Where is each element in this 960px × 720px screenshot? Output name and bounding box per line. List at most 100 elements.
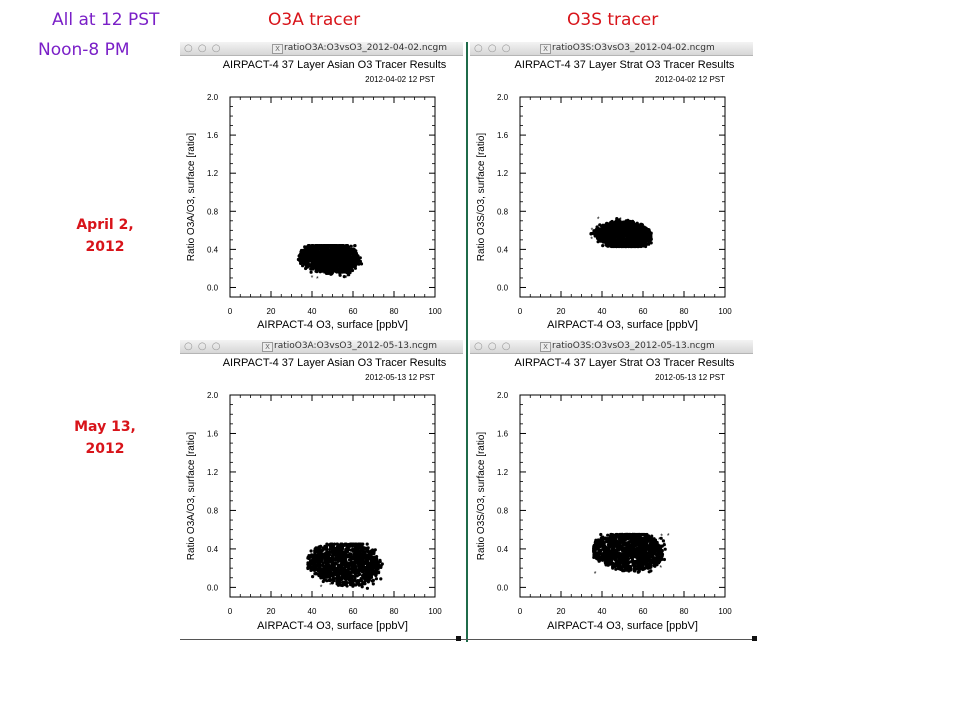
scatter-point: [594, 555, 598, 559]
scatter-point: [354, 548, 358, 553]
window-title: ratioO3S:O3vsO3_2012-05-13.ncgm: [552, 341, 715, 351]
scatter-point: [327, 578, 331, 582]
scatter-point: [632, 239, 636, 243]
x-tick-label: 20: [267, 607, 276, 616]
window-controls-icon[interactable]: ○ ○ ○: [474, 341, 512, 352]
scatter-point: [643, 554, 647, 558]
scatter-point: [655, 547, 659, 551]
scatter-point: [602, 239, 606, 243]
scatter-point: [352, 565, 357, 569]
window-titlebar[interactable]: ○ ○ ○ X ratioO3A:O3vsO3_2012-04-02.ncgm: [180, 42, 463, 56]
scatter-point: [624, 244, 628, 249]
scatter-point: [373, 561, 377, 565]
scatter-point: [643, 538, 647, 542]
x-tick-label: 20: [267, 307, 276, 316]
scatter-point: [319, 549, 323, 553]
scatter-point: *: [667, 533, 670, 540]
window-titlebar[interactable]: ○ ○ ○ X ratioO3S:O3vsO3_2012-05-13.ncgm: [470, 340, 753, 354]
x-tick-label: 100: [718, 607, 732, 616]
scatter-plot: AIRPACT-4 37 Layer Asian O3 Tracer Resul…: [186, 59, 447, 331]
scatter-point: [337, 573, 341, 577]
scatter-point: [351, 549, 355, 553]
scatter-point: [316, 259, 320, 263]
scatter-point: [349, 266, 353, 270]
scatter-point: [341, 570, 345, 574]
scatter-point: [333, 556, 337, 561]
y-axis-label: Ratio O3A/O3, surface [ratio]: [186, 133, 197, 262]
x-axis-label: AIRPACT-4 O3, surface [ppbV]: [547, 620, 698, 632]
scatter-point: [366, 550, 371, 554]
scatter-point: [369, 560, 373, 564]
scatter-point: [647, 236, 651, 240]
window-controls-icon[interactable]: ○ ○ ○: [184, 43, 222, 54]
scatter-point: [371, 551, 376, 555]
scatter-point: [638, 552, 642, 556]
scatter-point: [645, 235, 649, 239]
scatter-point: [359, 556, 363, 560]
scatter-point: [614, 544, 618, 548]
scatter-point: [646, 546, 650, 550]
scatter-point: [641, 240, 645, 244]
scatter-point: [603, 556, 607, 560]
scatter-point: [619, 235, 623, 240]
scatter-point: [304, 258, 308, 262]
scatter-point: [631, 542, 635, 546]
scatter-point: *: [610, 543, 613, 550]
y-tick-label: 1.2: [207, 169, 219, 178]
scatter-point: [609, 557, 613, 561]
scatter-point: [342, 245, 346, 249]
chart-subtitle: 2012-05-13 12 PST: [365, 373, 435, 382]
scatter-point: [336, 557, 340, 562]
scatter-point: [320, 244, 324, 248]
scatter-point: [359, 262, 364, 266]
y-tick-label: 1.2: [207, 468, 219, 477]
scatter-point: [599, 228, 603, 233]
scatter-point: [345, 244, 350, 248]
scatter-point: *: [610, 231, 613, 238]
scatter-point: [317, 245, 321, 249]
scatter-point: *: [598, 224, 601, 231]
scatter-point: *: [343, 581, 346, 588]
scatter-point: [626, 548, 630, 552]
x-tick-label: 40: [598, 307, 607, 316]
scatter-point: [604, 563, 608, 567]
scatter-point: [363, 565, 367, 569]
scatter-point: [639, 556, 643, 560]
scatter-point: [360, 585, 364, 589]
resize-handle[interactable]: [456, 636, 461, 641]
window-titlebar[interactable]: ○ ○ ○ X ratioO3S:O3vsO3_2012-04-02.ncgm: [470, 42, 753, 56]
scatter-point: [636, 228, 640, 232]
scatter-point: [357, 570, 361, 574]
window-titlebar[interactable]: ○ ○ ○ X ratioO3A:O3vsO3_2012-05-13.ncgm: [180, 340, 463, 354]
scatter-point: [330, 252, 334, 256]
scatter-point: [338, 245, 342, 249]
scatter-point: [655, 563, 659, 567]
scatter-point: *: [628, 549, 631, 556]
scatter-point: [623, 533, 627, 537]
scatter-point: [315, 548, 319, 552]
scatter-point: [335, 244, 339, 248]
scatter-point: [604, 548, 608, 552]
x-tick-label: 0: [228, 307, 233, 316]
scatter-point: [348, 581, 352, 585]
scatter-point: [371, 578, 375, 582]
scatter-point: [619, 533, 623, 537]
scatter-point: [618, 543, 622, 547]
scatter-point: [348, 255, 352, 260]
scatter-point: [635, 540, 639, 545]
scatter-point: [638, 541, 642, 545]
scatter-series: **************: [296, 244, 364, 283]
y-tick-label: 1.6: [207, 429, 219, 438]
window-controls-icon[interactable]: ○ ○ ○: [184, 341, 222, 352]
scatter-point: [628, 549, 633, 553]
bottom-divider: [180, 639, 755, 640]
plot-window-o3a-april: ○ ○ ○ X ratioO3A:O3vsO3_2012-04-02.ncgm …: [180, 42, 463, 332]
scatter-point: *: [594, 571, 597, 578]
scatter-point: [618, 223, 622, 227]
scatter-point: [354, 544, 358, 548]
scatter-point: [642, 231, 646, 235]
window-controls-icon[interactable]: ○ ○ ○: [474, 43, 512, 54]
y-tick-label: 0.4: [497, 545, 509, 554]
scatter-point: [331, 564, 335, 568]
resize-handle[interactable]: [752, 636, 757, 641]
